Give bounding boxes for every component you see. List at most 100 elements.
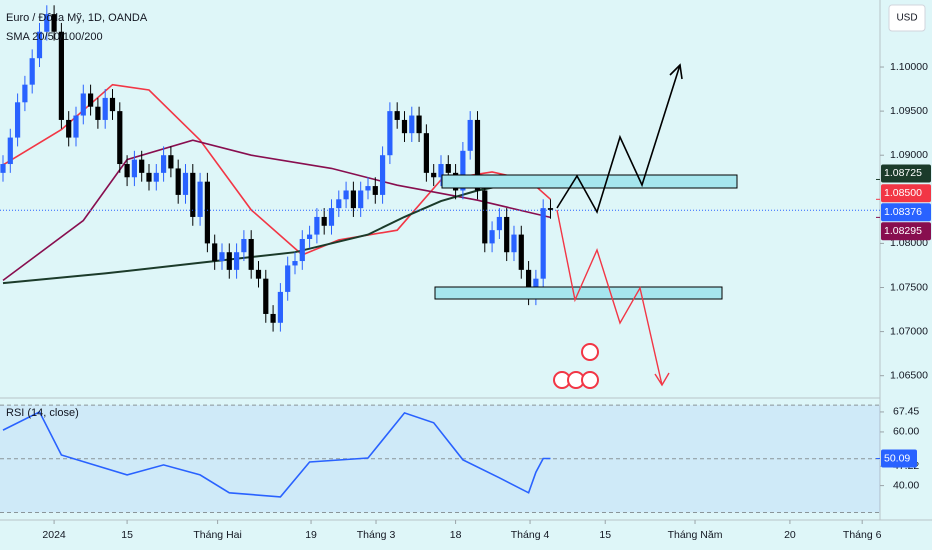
candle-body: [226, 252, 232, 270]
candle-body: [219, 252, 225, 262]
currency-button[interactable]: [888, 4, 926, 32]
price-tag-label: 1.08725: [884, 167, 922, 179]
x-tick-label: 15: [599, 529, 611, 541]
currency[interactable]: USD: [896, 13, 917, 24]
candle-body: [379, 155, 386, 195]
y-tick-label: 1.07000: [890, 325, 928, 337]
candle-body: [87, 93, 94, 107]
price-tag: [881, 222, 931, 241]
candle-body: [22, 84, 28, 103]
candle-body: [255, 269, 262, 279]
y-tick-label: 67.45: [893, 406, 919, 418]
event-icon[interactable]: [581, 343, 599, 361]
arrow-head: [654, 372, 670, 387]
arrow-head: [669, 63, 683, 80]
candle-body: [504, 216, 510, 253]
candle-body: [7, 137, 13, 165]
candle-body: [153, 172, 159, 182]
indicator-label: SMA 20/50/100/200: [6, 31, 103, 43]
candle-body: [438, 164, 444, 178]
candle-body: [285, 265, 291, 292]
candle-body: [511, 234, 517, 253]
candle-body: [182, 172, 189, 195]
x-tick-label: Tháng Năm: [668, 529, 723, 541]
candle-body: [66, 119, 72, 138]
y-tick-label: 1.06500: [890, 369, 928, 381]
rsi-band: [0, 405, 880, 513]
candle-body: [168, 155, 174, 169]
candle-body: [197, 181, 203, 217]
candle-body: [139, 159, 145, 173]
candle-body: [80, 93, 86, 116]
candle-body: [241, 238, 247, 253]
candle-body: [204, 181, 210, 244]
resistance-zone[interactable]: [441, 174, 738, 189]
y-tick-label: 1.10000: [890, 61, 928, 73]
event-icon[interactable]: [581, 371, 599, 389]
candle-body: [131, 159, 137, 178]
candle-body: [416, 115, 422, 134]
x-tick-label: 19: [305, 529, 317, 541]
price-tag: [881, 203, 931, 222]
candle-body: [109, 97, 116, 112]
candle-body: [496, 216, 502, 231]
candle-body: [73, 115, 79, 138]
price-tag-label: 1.08376: [884, 206, 922, 218]
plot: [0, 5, 884, 524]
candle-body: [445, 164, 451, 173]
y-tick-label: 1.09500: [890, 105, 928, 117]
candle-body: [102, 97, 108, 120]
candle-body: [190, 172, 196, 217]
candle-body: [372, 186, 378, 195]
candle-body: [525, 269, 532, 297]
candle-body: [431, 172, 437, 178]
candle-body: [175, 168, 181, 195]
candle-body: [44, 14, 50, 32]
candle-body: [328, 208, 335, 226]
candle-body: [14, 102, 21, 138]
candle-body: [36, 31, 43, 59]
candle-body: [299, 238, 305, 262]
rsi-title: RSI (14, close): [6, 407, 79, 419]
rsi-line: [2, 410, 551, 498]
candle-body: [358, 190, 364, 209]
x-tick-label: Tháng Hai: [193, 529, 241, 541]
candle-body: [343, 190, 349, 200]
x-tick-label: 18: [450, 529, 462, 541]
sma-line: [2, 139, 551, 282]
candle-body: [321, 216, 327, 226]
candle-body: [29, 58, 35, 85]
candle-body: [540, 208, 546, 279]
candle-body: [336, 199, 342, 209]
price-tag-label: 1.08295: [884, 225, 922, 237]
candle-body: [387, 111, 393, 156]
candle-body: [467, 119, 473, 151]
candle-body: [292, 261, 298, 266]
bearish-arrow[interactable]: [556, 209, 663, 386]
candle-body: [314, 216, 320, 235]
event-icons[interactable]: [553, 343, 599, 389]
bullish-arrow[interactable]: [556, 64, 681, 215]
candle-body: [212, 243, 218, 262]
price-tag: [881, 449, 917, 468]
candle-body: [95, 106, 101, 120]
x-tick-label: 15: [121, 529, 133, 541]
price-tag: [881, 184, 931, 203]
candle-body: [146, 172, 152, 182]
candle-body: [277, 291, 283, 323]
chart-title: Euro / Đô la Mỹ, 1D, OANDA: [6, 12, 148, 24]
price-tag: [881, 164, 931, 183]
candle-body: [482, 190, 488, 244]
candle-body: [518, 234, 524, 270]
candle-body: [58, 31, 64, 120]
candle-body: [409, 115, 415, 134]
candle-body: [350, 190, 356, 209]
candle-body: [263, 278, 269, 314]
candle-body: [306, 234, 313, 239]
x-tick-label: Tháng 3: [357, 529, 396, 541]
candle-body: [401, 119, 408, 134]
candle-body: [547, 208, 554, 210]
candle-body: [117, 111, 123, 165]
candle-body: [365, 186, 371, 191]
candle-body: [124, 164, 130, 178]
